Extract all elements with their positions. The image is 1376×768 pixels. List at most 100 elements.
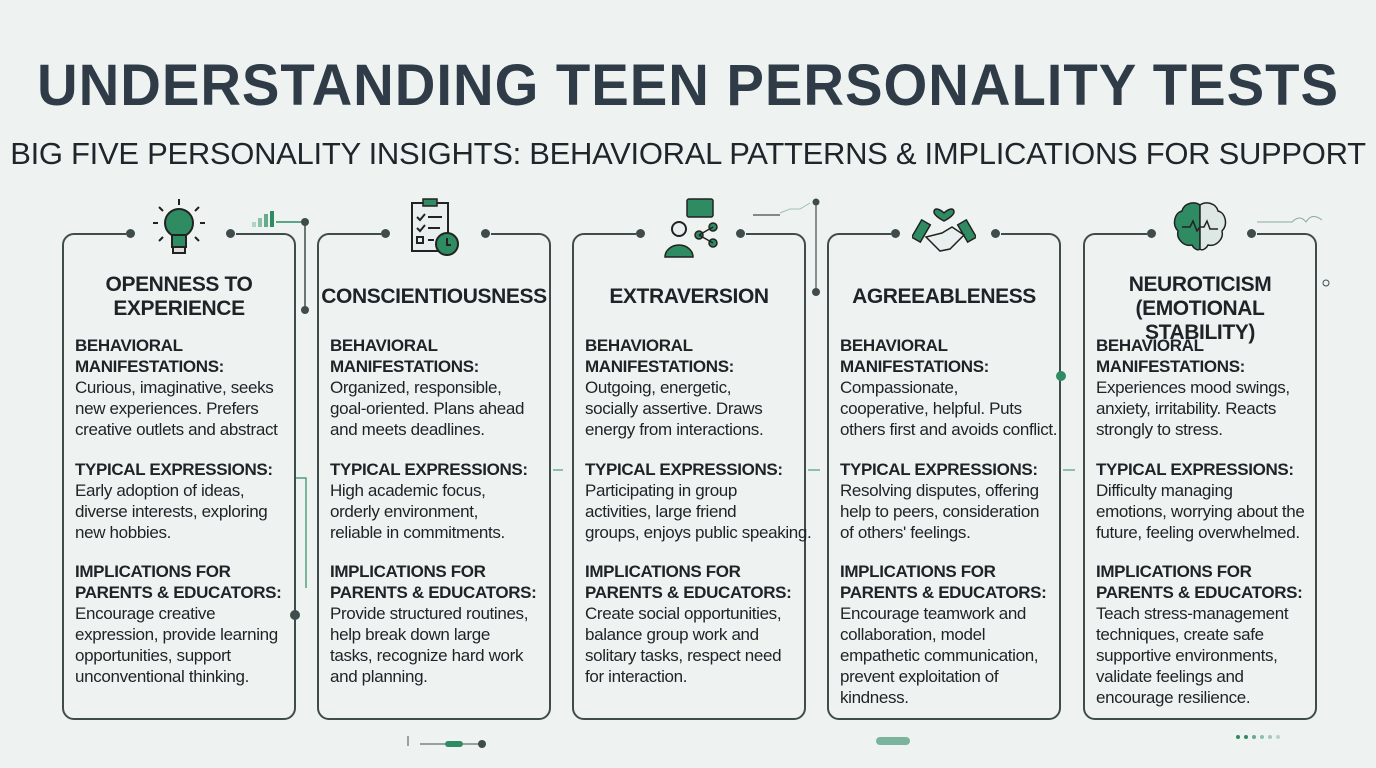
text-line: IMPLICATIONS FOR xyxy=(840,562,996,581)
section-heading: BEHAVIORAL MANIFESTATIONS: xyxy=(330,335,555,377)
section-heading: IMPLICATIONS FOR PARENTS & EDUCATORS: xyxy=(1096,561,1321,603)
trait-title: AGREEABLENESS xyxy=(829,285,1059,309)
text-line: IMPLICATIONS FOR xyxy=(1096,562,1252,581)
text-line: unconventional thinking. xyxy=(75,667,250,686)
trait-panel: NEUROTICISM (EMOTIONAL STABILITY) BEHAVIO… xyxy=(1083,202,1317,720)
text-line: anxiety, irritability. Reacts xyxy=(1096,399,1277,418)
text-line: groups, enjoys public speaking. xyxy=(585,523,812,542)
text-line: others first and avoids conflict. xyxy=(840,420,1058,439)
trait-panel: CONSCIENTIOUSNESS BEHAVIORAL MANIFESTATIO… xyxy=(317,198,551,720)
trait-title: CONSCIENTIOUSNESS xyxy=(319,285,549,309)
section-heading: BEHAVIORAL MANIFESTATIONS: xyxy=(1096,335,1321,377)
section-heading: TYPICAL EXPRESSIONS: xyxy=(1096,459,1321,480)
text-line: Compassionate, xyxy=(840,378,958,397)
section-heading: IMPLICATIONS FOR PARENTS & EDUCATORS: xyxy=(585,561,810,603)
text-line: Encourage creative xyxy=(75,604,216,623)
text-line: emotions, worrying about the xyxy=(1096,502,1305,521)
text-line: and planning. xyxy=(330,667,428,686)
implications-section: IMPLICATIONS FOR PARENTS & EDUCATORS: Teac… xyxy=(1096,561,1321,708)
text-line: future, feeling overwhelmed. xyxy=(1096,523,1300,542)
trait-panel: AGREEABLENESS BEHAVIORAL MANIFESTATIONS: C… xyxy=(827,208,1061,720)
behavioral-section: BEHAVIORAL MANIFESTATIONS: Compassionate, c… xyxy=(840,335,1065,440)
text-line: activities, large friend xyxy=(585,502,737,521)
text-line: BEHAVIORAL xyxy=(1096,336,1204,355)
person-chat-network-icon xyxy=(664,198,718,258)
text-line: and meets deadlines. xyxy=(330,420,485,439)
text-line: Difficulty managing xyxy=(1096,481,1233,500)
text-line: new hobbies. xyxy=(75,523,171,542)
text-line: goal-oriented. Plans ahead xyxy=(330,399,525,418)
text-line: Outgoing, energetic, xyxy=(585,378,732,397)
behavioral-section: BEHAVIORAL MANIFESTATIONS: Experiences moo… xyxy=(1096,335,1321,440)
text-line: NEUROTICISM xyxy=(1128,273,1272,296)
behavioral-section: BEHAVIORAL MANIFESTATIONS: Organized, resp… xyxy=(330,335,555,440)
text-line: EXTRAVERSION xyxy=(609,285,769,308)
text-line: TYPICAL EXPRESSIONS: xyxy=(1096,460,1294,479)
text-line: BEHAVIORAL xyxy=(75,336,183,355)
implications-section: IMPLICATIONS FOR PARENTS & EDUCATORS: Prov… xyxy=(330,561,555,687)
text-line: Provide structured routines, xyxy=(330,604,529,623)
text-line: EXPERIENCE xyxy=(113,297,245,320)
section-heading: TYPICAL EXPRESSIONS: xyxy=(75,459,300,480)
text-line: Resolving disputes, offering xyxy=(840,481,1039,500)
text-line: diverse interests, exploring xyxy=(75,502,268,521)
brain-pulse-icon xyxy=(1173,202,1227,251)
text-line: expression, provide learning xyxy=(75,625,278,644)
text-line: Experiences mood swings, xyxy=(1096,378,1290,397)
typical-expressions-section: TYPICAL EXPRESSIONS: Participating in gro… xyxy=(585,459,812,543)
typical-expressions-section: TYPICAL EXPRESSIONS: Difficulty managing e… xyxy=(1096,459,1321,543)
text-line: Participating in group xyxy=(585,481,738,500)
text-line: encourage resilience. xyxy=(1096,688,1251,707)
section-heading: BEHAVIORAL MANIFESTATIONS: xyxy=(585,335,810,377)
text-line: (EMOTIONAL STABILITY) xyxy=(1135,297,1265,344)
text-line: help break down large xyxy=(330,625,490,644)
text-line: for interaction. xyxy=(585,667,688,686)
text-line: energy from interactions. xyxy=(585,420,764,439)
implications-section: IMPLICATIONS FOR PARENTS & EDUCATORS: Enco… xyxy=(75,561,300,687)
text-line: help to peers, consideration xyxy=(840,502,1040,521)
text-line: MANIFESTATIONS: xyxy=(585,357,734,376)
implications-section: IMPLICATIONS FOR PARENTS & EDUCATORS: Enco… xyxy=(840,561,1065,708)
text-line: strongly to stress. xyxy=(1096,420,1223,439)
text-line: prevent exploitation of xyxy=(840,667,999,686)
typical-expressions-section: TYPICAL EXPRESSIONS: Resolving disputes, … xyxy=(840,459,1065,543)
text-line: techniques, create safe xyxy=(1096,625,1264,644)
text-line: CONSCIENTIOUSNESS xyxy=(321,285,547,308)
text-line: OPENNESS TO xyxy=(105,273,253,296)
text-line: TYPICAL EXPRESSIONS: xyxy=(75,460,273,479)
checklist-clock-icon xyxy=(411,198,459,256)
section-heading: IMPLICATIONS FOR PARENTS & EDUCATORS: xyxy=(330,561,555,603)
text-line: Encourage teamwork and xyxy=(840,604,1027,623)
text-line: BEHAVIORAL xyxy=(585,336,693,355)
text-line: IMPLICATIONS FOR xyxy=(585,562,741,581)
implications-section: IMPLICATIONS FOR PARENTS & EDUCATORS: Crea… xyxy=(585,561,810,687)
text-line: TYPICAL EXPRESSIONS: xyxy=(585,460,783,479)
behavioral-section: BEHAVIORAL MANIFESTATIONS: Outgoing, energ… xyxy=(585,335,810,440)
section-heading: IMPLICATIONS FOR PARENTS & EDUCATORS: xyxy=(840,561,1065,603)
section-heading: IMPLICATIONS FOR PARENTS & EDUCATORS: xyxy=(75,561,300,603)
text-line: empathetic communication, xyxy=(840,646,1039,665)
typical-expressions-section: TYPICAL EXPRESSIONS: High academic focus,… xyxy=(330,459,555,543)
text-line: MANIFESTATIONS: xyxy=(840,357,989,376)
text-line: PARENTS & EDUCATORS: xyxy=(840,583,1047,602)
handshake-heart-icon xyxy=(912,208,976,252)
text-line: creative outlets and abstract xyxy=(75,420,278,439)
trait-title: OPENNESS TO EXPERIENCE xyxy=(64,273,294,321)
text-line: AGREEABLENESS xyxy=(852,285,1036,308)
trait-panel: EXTRAVERSION BEHAVIORAL MANIFESTATIONS: Ou… xyxy=(572,198,812,720)
section-heading: TYPICAL EXPRESSIONS: xyxy=(330,459,555,480)
text-line: collaboration, model xyxy=(840,625,986,644)
section-heading: BEHAVIORAL MANIFESTATIONS: xyxy=(75,335,300,377)
text-line: BEHAVIORAL xyxy=(840,336,948,355)
text-line: socially assertive. Draws xyxy=(585,399,763,418)
text-line: opportunities, support xyxy=(75,646,231,665)
lightbulb-icon xyxy=(153,199,205,254)
text-line: MANIFESTATIONS: xyxy=(330,357,479,376)
text-line: PARENTS & EDUCATORS: xyxy=(1096,583,1303,602)
text-line: solitary tasks, respect need xyxy=(585,646,782,665)
text-line: validate feelings and xyxy=(1096,667,1244,686)
text-line: MANIFESTATIONS: xyxy=(75,357,224,376)
text-line: Create social opportunities, xyxy=(585,604,782,623)
behavioral-section: BEHAVIORAL MANIFESTATIONS: Curious, imagin… xyxy=(75,335,300,440)
text-line: MANIFESTATIONS: xyxy=(1096,357,1245,376)
